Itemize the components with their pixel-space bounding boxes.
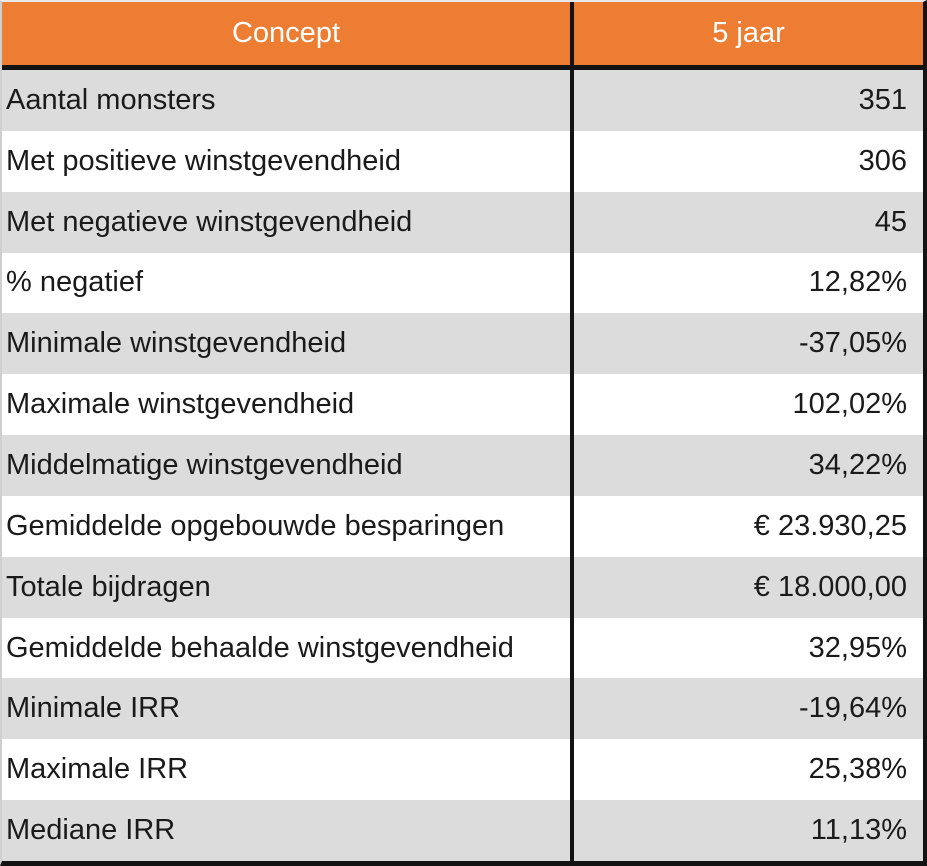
table-row: Met negatieve winstgevendheid 45 [2,191,923,253]
header-period: 5 jaar [570,2,923,65]
table-row: Minimale winstgevendheid -37,05% [2,313,923,375]
row-label: Aantal monsters [6,83,216,116]
row-value: -19,64% [570,678,923,740]
row-label: Gemiddelde behaalde winstgevendheid [6,631,514,664]
row-value: 34,22% [570,435,923,496]
table-row: % negatief 12,82% [2,252,923,314]
table-row: Middelmatige winstgevendheid 34,22% [2,435,923,496]
row-value: € 23.930,25 [570,495,923,557]
row-value: 45 [570,191,923,253]
header-concept: Concept [231,17,340,49]
table-row: Aantal monsters 351 [2,70,923,131]
table-row: Gemiddelde opgebouwde besparingen € 23.9… [2,495,923,557]
row-label: Mediane IRR [6,814,176,847]
row-label: Minimale winstgevendheid [6,327,347,360]
row-value: 12,82% [570,252,923,314]
row-label: Totale bijdragen [6,570,211,603]
row-label: Minimale IRR [6,692,181,725]
row-value: 11,13% [570,800,923,861]
row-value: -37,05% [570,313,923,375]
row-label: Maximale winstgevendheid [6,388,355,421]
table-row: Maximale IRR 25,38% [2,739,923,801]
row-value: 351 [570,70,923,131]
table-row: Maximale winstgevendheid 102,02% [2,374,923,436]
table-row: Minimale IRR -19,64% [2,678,923,740]
row-label: Middelmatige winstgevendheid [6,448,403,481]
row-label: Maximale IRR [6,753,189,786]
table-row: Met positieve winstgevendheid 306 [2,130,923,192]
table-header-row: Concept 5 jaar [2,2,923,70]
table-row: Totale bijdragen € 18.000,00 [2,556,923,618]
row-value: 102,02% [570,374,923,436]
row-value: 306 [570,130,923,192]
row-label: Met positieve winstgevendheid [6,144,401,177]
row-label: Met negatieve winstgevendheid [6,205,413,238]
table-row: Gemiddelde behaalde winstgevendheid 32,9… [2,617,923,679]
row-label: Gemiddelde opgebouwde besparingen [6,509,505,542]
table-row: Mediane IRR 11,13% [2,800,923,861]
row-value: 25,38% [570,739,923,801]
row-value: 32,95% [570,617,923,679]
row-label: % negatief [6,266,144,299]
row-value: € 18.000,00 [570,556,923,618]
